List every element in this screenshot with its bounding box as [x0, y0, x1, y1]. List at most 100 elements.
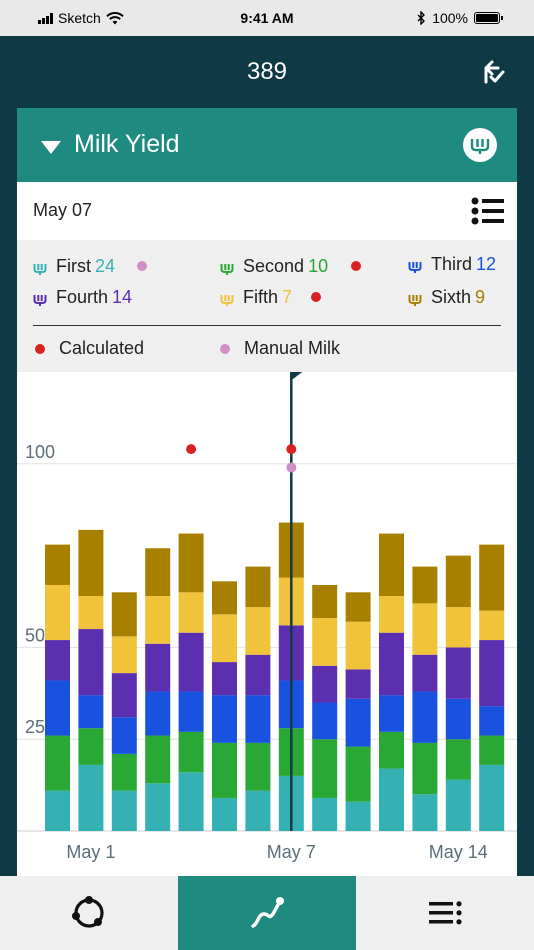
bar-segment[interactable]: [479, 640, 505, 707]
bar-segment[interactable]: [45, 640, 70, 681]
bar-segment[interactable]: [312, 584, 338, 619]
bar-segment[interactable]: [379, 768, 404, 831]
bar-segment[interactable]: [345, 801, 371, 831]
bar-segment[interactable]: [145, 595, 171, 644]
bar-segment[interactable]: [245, 654, 271, 696]
bar-segment[interactable]: [145, 735, 171, 784]
bar-segment[interactable]: [412, 794, 438, 831]
bar-segment[interactable]: [345, 592, 371, 622]
bar-segment[interactable]: [345, 746, 371, 802]
marker-point[interactable]: [286, 462, 297, 473]
bar-segment[interactable]: [245, 742, 271, 791]
legend-item-manual-milk: Manual Milk: [220, 338, 340, 359]
milking-icon: [408, 258, 422, 273]
tab-charts[interactable]: [178, 876, 356, 950]
bar-segment[interactable]: [212, 695, 237, 743]
bar-segment[interactable]: [212, 581, 237, 615]
bar-segment[interactable]: [111, 636, 137, 674]
bar-segment[interactable]: [212, 662, 237, 696]
marker-point[interactable]: [186, 444, 197, 455]
bar-segment[interactable]: [379, 731, 404, 769]
bar-segment[interactable]: [78, 728, 104, 765]
bar-segment[interactable]: [245, 607, 271, 655]
bar-segment[interactable]: [445, 607, 471, 648]
legend-label: Third: [431, 254, 473, 274]
triangle-down-icon[interactable]: [41, 141, 61, 154]
bar-segment[interactable]: [312, 665, 338, 703]
bar-segment[interactable]: [78, 695, 104, 729]
milk-yield-chart[interactable]: 25 50 100 May 1 May 7 May 14: [17, 372, 517, 876]
bar-segment[interactable]: [312, 739, 338, 798]
bar-segment[interactable]: [479, 610, 505, 641]
bar-segment[interactable]: [45, 790, 70, 831]
bar-segment[interactable]: [479, 544, 505, 611]
bar-segment[interactable]: [45, 735, 70, 791]
bar-segment[interactable]: [412, 742, 438, 795]
bar-segment[interactable]: [479, 764, 505, 831]
list-icon[interactable]: [471, 196, 505, 226]
bar-segment[interactable]: [111, 717, 137, 754]
bar-segment[interactable]: [111, 592, 137, 637]
bar-segment[interactable]: [111, 673, 137, 718]
bar-segment[interactable]: [379, 695, 404, 732]
sync-check-icon[interactable]: [474, 58, 508, 88]
bar-segment[interactable]: [212, 742, 237, 798]
bar-segment[interactable]: [145, 548, 171, 596]
legend-item-fifth[interactable]: Fifth 7: [220, 287, 292, 308]
bar-segment[interactable]: [245, 790, 271, 831]
tab-menu[interactable]: [356, 876, 534, 950]
bar-segment[interactable]: [111, 753, 137, 791]
bar-segment[interactable]: [479, 706, 505, 736]
bar-segment[interactable]: [345, 669, 371, 699]
bar-segment[interactable]: [178, 533, 204, 593]
legend-item-fourth[interactable]: Fourth 14: [33, 287, 132, 308]
bar-segment[interactable]: [78, 629, 104, 696]
bar-segment[interactable]: [479, 735, 505, 765]
bar-segment[interactable]: [145, 691, 171, 736]
bar-segment[interactable]: [111, 790, 137, 831]
legend-item-second[interactable]: Second 10: [220, 256, 328, 277]
bar-segment[interactable]: [212, 797, 237, 831]
bar-segment[interactable]: [178, 592, 204, 633]
bar-segment[interactable]: [78, 764, 104, 831]
bar-segment[interactable]: [178, 731, 204, 773]
bar-segment[interactable]: [45, 680, 70, 736]
bar-segment[interactable]: [379, 632, 404, 696]
bar-segment[interactable]: [312, 702, 338, 740]
bar-segment[interactable]: [445, 779, 471, 831]
bar-segment[interactable]: [78, 595, 104, 630]
bar-segment[interactable]: [445, 698, 471, 740]
bar-segment[interactable]: [345, 621, 371, 670]
bar-segment[interactable]: [178, 772, 204, 831]
legend-item-third[interactable]: Third 12: [408, 254, 496, 275]
bar-segment[interactable]: [412, 566, 438, 604]
legend-label: Manual Milk: [244, 338, 341, 358]
milking-unit-icon[interactable]: [463, 128, 497, 162]
legend-item-sixth[interactable]: Sixth 9: [408, 287, 485, 308]
bar-segment[interactable]: [178, 691, 204, 732]
bar-segment[interactable]: [45, 544, 70, 585]
bar-segment[interactable]: [312, 797, 338, 831]
bar-segment[interactable]: [212, 614, 237, 663]
bar-segment[interactable]: [379, 595, 404, 633]
bar-segment[interactable]: [412, 691, 438, 743]
bar-segment[interactable]: [145, 643, 171, 692]
bar-segment[interactable]: [45, 584, 70, 641]
bar-segment[interactable]: [78, 529, 104, 596]
bar-segment[interactable]: [412, 654, 438, 692]
bar-segment[interactable]: [379, 533, 404, 596]
bar-segment[interactable]: [445, 555, 471, 608]
bar-segment[interactable]: [178, 632, 204, 692]
bar-segment[interactable]: [312, 618, 338, 666]
marker-point[interactable]: [286, 444, 297, 455]
bar-segment[interactable]: [445, 647, 471, 699]
bar-segment[interactable]: [145, 783, 171, 831]
bar-segment[interactable]: [445, 739, 471, 780]
bar-segment[interactable]: [412, 603, 438, 655]
bar-segment[interactable]: [345, 698, 371, 747]
tab-overview[interactable]: [0, 876, 178, 950]
bar-segment[interactable]: [245, 695, 271, 743]
card-header[interactable]: Milk Yield: [17, 108, 517, 182]
bar-segment[interactable]: [245, 566, 271, 608]
legend-item-first[interactable]: First 24: [33, 256, 115, 277]
